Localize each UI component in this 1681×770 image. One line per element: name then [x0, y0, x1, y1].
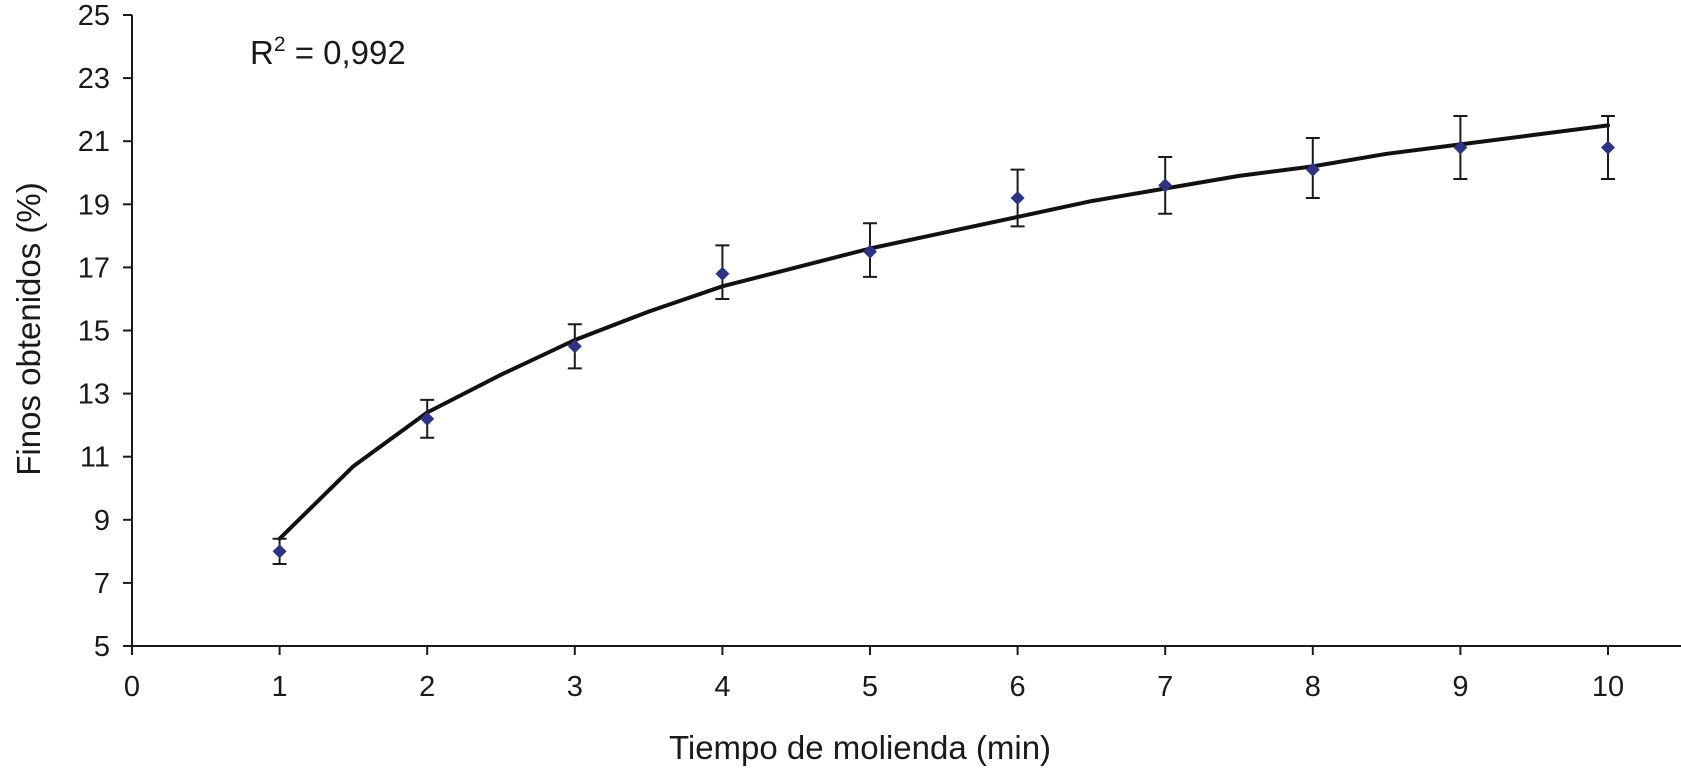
- y-tick-label: 23: [78, 63, 110, 95]
- x-tick-label: 3: [567, 671, 583, 703]
- fit-curve-group: [277, 123, 1610, 541]
- y-tick-label: 5: [94, 631, 110, 663]
- axes: [131, 15, 1681, 647]
- x-tick-label: 4: [714, 671, 730, 703]
- x-tick-label: 0: [124, 671, 140, 703]
- x-tick-label: 5: [862, 671, 878, 703]
- y-tick-label: 21: [78, 126, 110, 158]
- x-tick-label: 6: [1010, 671, 1026, 703]
- y-tick-label: 9: [94, 505, 110, 537]
- error-bars: [272, 114, 1615, 565]
- data-point: [1305, 162, 1320, 177]
- data-point: [1453, 140, 1468, 155]
- fit-curve: [277, 123, 1610, 541]
- data-point: [1158, 178, 1173, 193]
- x-tick-label: 1: [272, 671, 288, 703]
- y-axis-title: Finos obtenidos (%): [10, 182, 47, 475]
- r-squared-annotation: R2 = 0,992: [250, 33, 406, 71]
- y-tick-label: 15: [78, 316, 110, 348]
- y-tick-label: 25: [78, 0, 110, 32]
- x-tick-label: 7: [1157, 671, 1173, 703]
- x-tick-label: 9: [1452, 671, 1468, 703]
- r-squared-superscript: 2: [274, 33, 286, 56]
- r-squared-base: R: [250, 34, 274, 71]
- r-squared-value: = 0,992: [286, 34, 406, 71]
- svg-text:R2 = 0,992: R2 = 0,992: [250, 33, 406, 71]
- data-point: [1010, 190, 1025, 205]
- data-point: [272, 544, 287, 559]
- data-point: [1601, 140, 1615, 155]
- data-point: [863, 244, 877, 259]
- y-tick-label: 7: [94, 568, 110, 600]
- y-tick-label: 19: [78, 189, 110, 221]
- y-tick-label: 17: [78, 252, 110, 284]
- data-point: [420, 411, 435, 426]
- data-points: [272, 140, 1615, 559]
- x-tick-label: 8: [1305, 671, 1321, 703]
- y-tick-label: 13: [78, 379, 110, 411]
- data-point: [567, 339, 582, 354]
- data-point: [715, 266, 730, 281]
- x-axis-title: Tiempo de molienda (min): [669, 729, 1051, 766]
- y-tick-label: 11: [80, 442, 110, 474]
- x-tick-label: 10: [1592, 671, 1624, 703]
- x-tick-label: 2: [419, 671, 435, 703]
